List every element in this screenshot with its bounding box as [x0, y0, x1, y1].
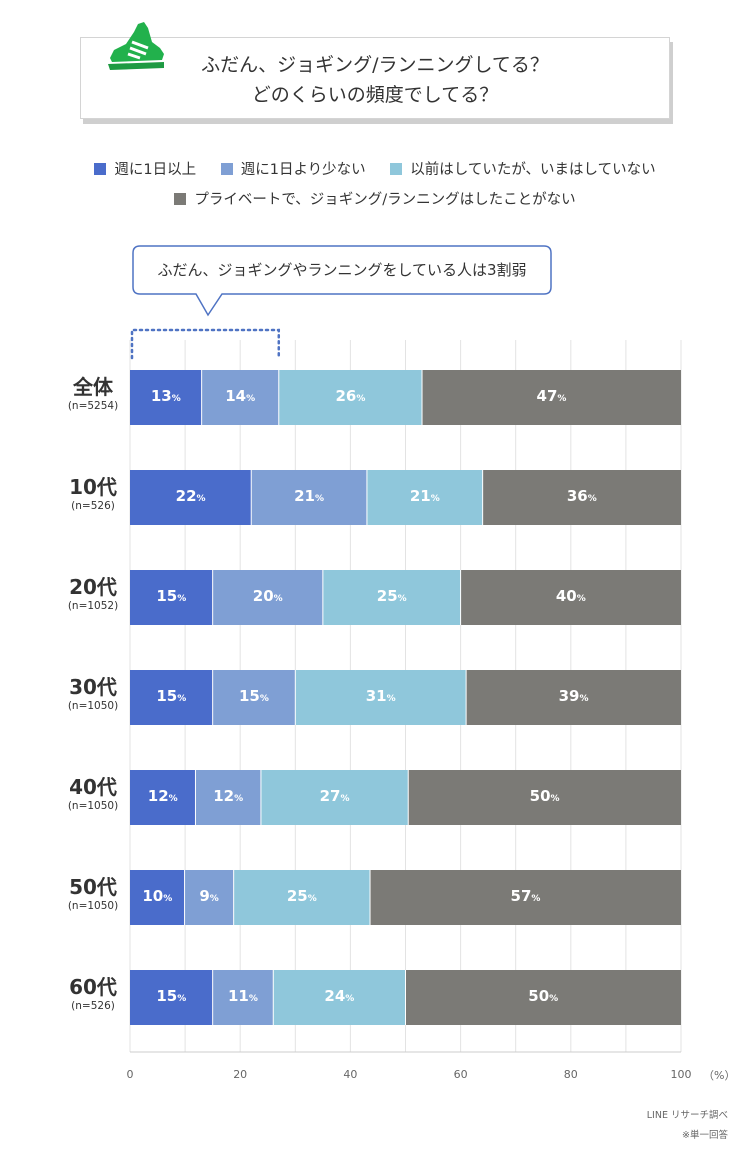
legend-swatch [390, 163, 403, 175]
x-tick-label: 80 [563, 1068, 578, 1081]
data-label: 40% [555, 587, 586, 605]
category-sample-size: (n=1050) [67, 700, 119, 712]
data-label: 26% [335, 387, 366, 405]
data-label: 25% [286, 887, 317, 905]
category-name: 全体 [73, 375, 113, 399]
data-label: 9% [199, 887, 219, 905]
category-label: 10代 (n=526) [60, 475, 126, 513]
legend-item: 以前はしていたが、いまはしていない [390, 158, 656, 179]
data-label: 13% [150, 387, 181, 405]
source-note: LINE リサーチ調べ [646, 1110, 728, 1121]
x-axis-unit: （%） [703, 1069, 736, 1082]
category-sample-size: (n=5254) [67, 400, 119, 412]
data-label: 24% [324, 987, 355, 1005]
legend-row-2: プライベートで、ジョギング/ランニングはしたことがない [0, 188, 750, 209]
category-label: 40代 (n=1050) [60, 775, 126, 813]
data-label: 22% [175, 487, 206, 505]
legend-swatch [94, 163, 107, 175]
title-box: ふだん、ジョギング/ランニングしてる？ どのくらいの頻度でしてる？ [80, 37, 670, 119]
data-label: 47% [536, 387, 567, 405]
data-label: 25% [376, 587, 407, 605]
data-label: 11% [227, 987, 258, 1005]
title-line-1: ふだん、ジョギング/ランニングしてる？ [201, 54, 549, 76]
data-label: 36% [566, 487, 597, 505]
legend-label: 週に1日より少ない [240, 162, 366, 178]
category-label: 50代 (n=1050) [60, 875, 126, 913]
answer-note: ※単一回答 [682, 1130, 728, 1141]
callout-bubble [132, 245, 552, 317]
data-label: 27% [319, 787, 350, 805]
legend-row-1: 週に1日以上 週に1日より少ない 以前はしていたが、いまはしていない [0, 158, 750, 179]
category-name: 10代 [69, 475, 117, 499]
category-name: 60代 [69, 975, 117, 999]
data-label: 15% [156, 987, 187, 1005]
data-label: 12% [147, 787, 178, 805]
category-label: 30代 (n=1050) [60, 675, 126, 713]
data-label: 50% [529, 787, 560, 805]
data-label: 12% [213, 787, 244, 805]
x-tick-label: 20 [233, 1068, 248, 1081]
category-sample-size: (n=526) [71, 500, 115, 512]
legend-item: プライベートで、ジョギング/ランニングはしたことがない [174, 188, 576, 209]
data-label: 20% [252, 587, 283, 605]
category-label: 20代 (n=1052) [60, 575, 126, 613]
legend-label: プライベートで、ジョギング/ランニングはしたことがない [194, 192, 576, 208]
category-label: 60代 (n=526) [60, 975, 126, 1013]
data-label: 15% [239, 687, 269, 705]
x-tick-label: 40 [343, 1068, 358, 1081]
data-label: 21% [409, 487, 440, 505]
data-label: 50% [528, 987, 559, 1005]
category-sample-size: (n=1052) [67, 600, 119, 612]
title-line-2: どのくらいの頻度でしてる？ [251, 84, 499, 106]
callout-bracket [130, 328, 281, 360]
x-tick-label: 0 [126, 1068, 134, 1081]
running-shoe-icon [108, 22, 164, 70]
category-label: 全体 (n=5254) [60, 375, 126, 413]
legend-swatch [174, 193, 187, 205]
category-name: 40代 [69, 775, 117, 799]
data-label: 14% [225, 387, 256, 405]
data-label: 10% [142, 887, 173, 905]
x-tick-label: 100 [670, 1068, 692, 1081]
data-label: 15% [156, 687, 187, 705]
category-name: 20代 [69, 575, 117, 599]
category-sample-size: (n=1050) [67, 900, 119, 912]
legend-item: 週に1日以上 [94, 158, 196, 179]
category-sample-size: (n=526) [71, 1000, 115, 1012]
data-label: 15% [156, 587, 187, 605]
legend-label: 週に1日以上 [114, 162, 197, 178]
legend-swatch [220, 163, 233, 175]
data-label: 57% [510, 887, 541, 905]
category-name: 50代 [69, 875, 117, 899]
data-label: 39% [558, 687, 589, 705]
data-label: 31% [365, 687, 396, 705]
legend-label: 以前はしていたが、いまはしていない [410, 162, 656, 178]
callout-text: ふだん、ジョギングやランニングをしている人は3割弱 [157, 261, 527, 279]
x-tick-label: 60 [453, 1068, 468, 1081]
category-sample-size: (n=1050) [67, 800, 119, 812]
legend-item: 週に1日より少ない [220, 158, 366, 179]
data-label: 21% [294, 487, 325, 505]
category-name: 30代 [69, 675, 117, 699]
